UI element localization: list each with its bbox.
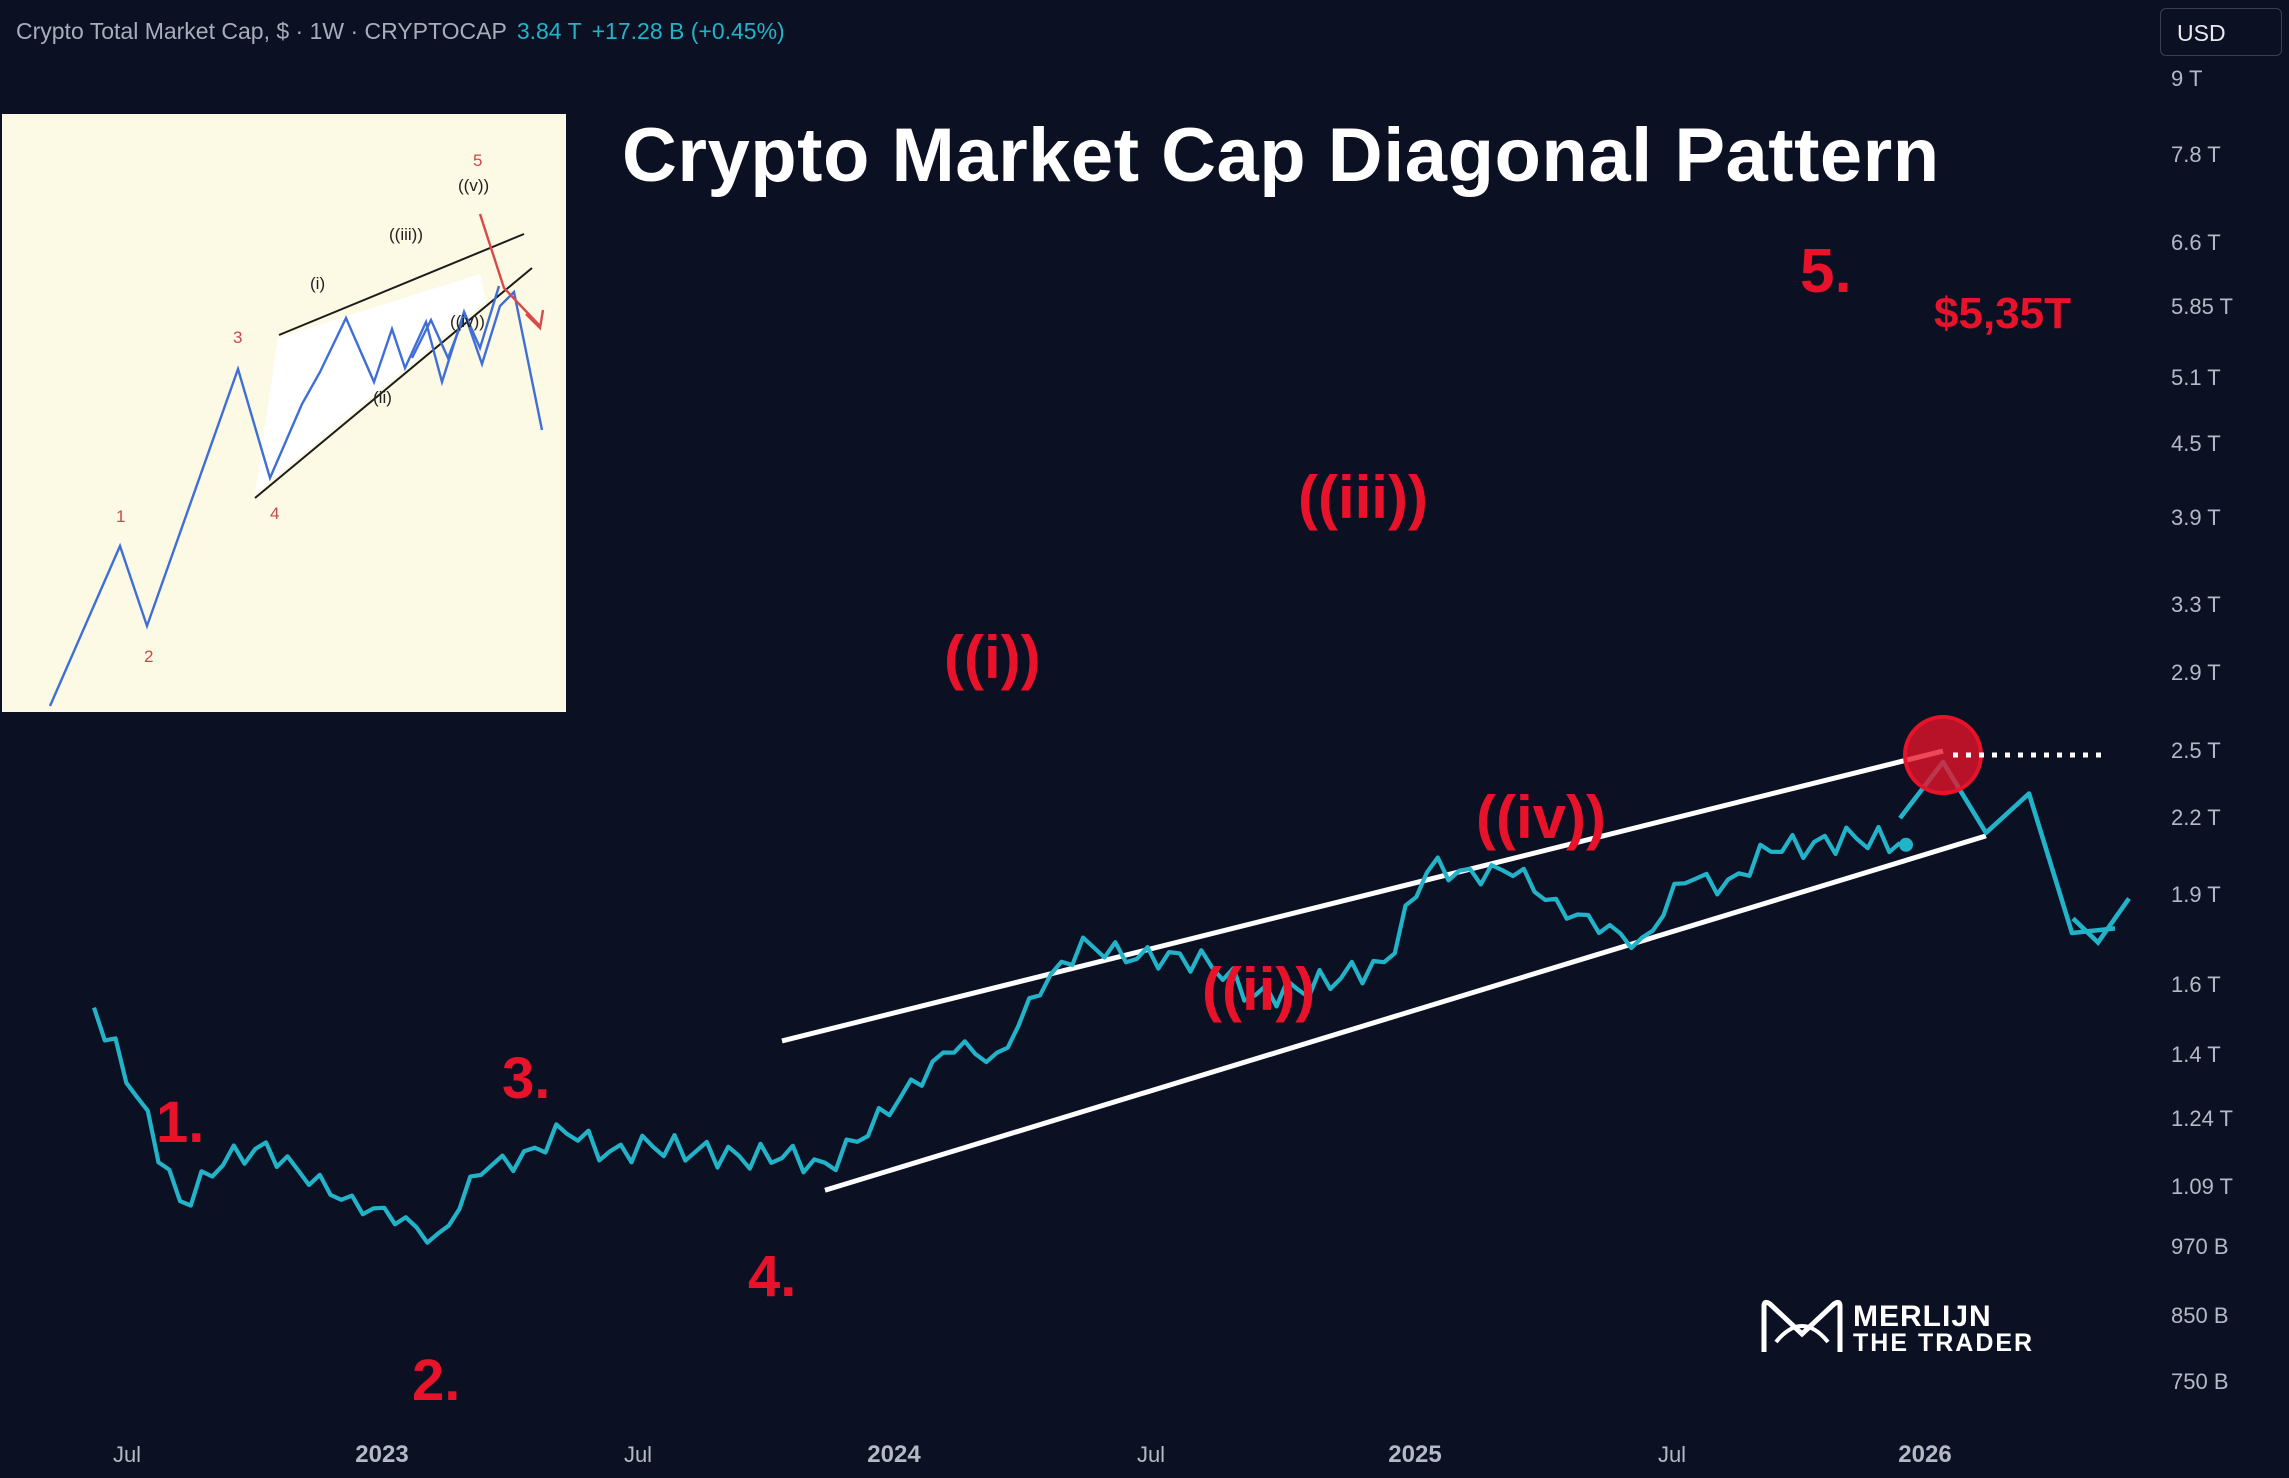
wave-label: ((ii)) xyxy=(1202,956,1315,1023)
y-tick-label: 1.09 T xyxy=(2171,1174,2233,1199)
target-level-label: $5,35T xyxy=(1934,289,2071,338)
x-tick-label: 2026 xyxy=(1898,1441,1951,1468)
y-tick-label: 5.85 T xyxy=(2171,294,2233,319)
y-tick-label: 3.3 T xyxy=(2171,592,2221,617)
target-marker: $5,35T xyxy=(1903,289,2106,796)
wave-label: 1. xyxy=(156,1090,204,1155)
x-tick-label: Jul xyxy=(113,1442,141,1467)
symbol-name: Crypto Total Market Cap, $ · 1W · CRYPTO… xyxy=(16,18,507,44)
inset-wedge-fill xyxy=(255,274,486,494)
watermark: MERLIJN THE TRADER xyxy=(1853,1300,2035,1357)
wave-annotations: 1. 2. 3. 4. ((i)) ((ii)) ((iii)) ((iv)) 5. xyxy=(156,237,1852,1413)
inset-sub-waves xyxy=(410,285,501,362)
inset-label-iv: ((iv)) xyxy=(450,312,485,331)
price-change: +17.28 B (+0.45%) xyxy=(591,18,785,44)
y-tick-label: 5.1 T xyxy=(2171,365,2221,390)
x-tick-label: Jul xyxy=(624,1442,652,1467)
price-line xyxy=(92,824,1902,1245)
x-tick-label: 2023 xyxy=(355,1441,408,1468)
x-tick-label: Jul xyxy=(1658,1442,1686,1467)
inset-label-5: 5 xyxy=(473,151,482,170)
wave-label: ((i)) xyxy=(944,624,1041,691)
y-tick-label: 1.9 T xyxy=(2171,882,2221,907)
y-tick-label: 2.9 T xyxy=(2171,660,2221,685)
x-tick-label: 2025 xyxy=(1388,1441,1441,1468)
x-axis: Jul 2023 Jul 2024 Jul 2025 Jul 2026 xyxy=(113,1441,1952,1468)
price-series xyxy=(92,759,2131,1245)
y-tick-label: 3.9 T xyxy=(2171,505,2221,530)
inset-label-4: 4 xyxy=(270,504,279,523)
inset-diagram: 1 2 3 4 5 (i) (ii) ((iii)) ((iv)) ((v)) xyxy=(48,151,545,707)
inset-label-3: 3 xyxy=(233,328,242,347)
merlijn-logo-icon xyxy=(1761,1299,1843,1352)
y-tick-label: 1.6 T xyxy=(2171,972,2221,997)
symbol-header: Crypto Total Market Cap, $ · 1W · CRYPTO… xyxy=(16,18,785,45)
y-tick-label: 4.5 T xyxy=(2171,431,2221,456)
x-tick-label: Jul xyxy=(1137,1442,1165,1467)
inset-lower-line xyxy=(254,267,533,499)
y-tick-label: 9 T xyxy=(2171,66,2202,91)
inset-label-2: 2 xyxy=(144,647,153,666)
inset-label-v: ((v)) xyxy=(458,176,489,195)
chart-title: Crypto Market Cap Diagonal Pattern xyxy=(622,113,1940,198)
y-tick-label: 970 B xyxy=(2171,1234,2229,1259)
projection-arrowhead xyxy=(2071,897,2131,946)
channel-lines xyxy=(781,748,1987,1193)
y-tick-label: 1.4 T xyxy=(2171,1042,2221,1067)
diagonal-pattern-inset: 1 2 3 4 5 (i) (ii) ((iii)) ((iv)) ((v)) xyxy=(2,114,566,712)
inset-upper-line xyxy=(278,233,525,336)
inset-label-ii: (ii) xyxy=(373,388,392,407)
inset-label-iii: ((iii)) xyxy=(389,225,423,244)
y-tick-label: 850 B xyxy=(2171,1303,2229,1328)
y-tick-label: 750 B xyxy=(2171,1369,2229,1394)
y-axis: 9 T 7.8 T 6.6 T 5.85 T 5.1 T 4.5 T 3.9 T 3.3 T 2… xyxy=(2171,66,2233,1394)
inset-label-i: (i) xyxy=(310,274,325,293)
watermark-line1: MERLIJN xyxy=(1853,1300,1992,1333)
y-tick-label: 1.24 T xyxy=(2171,1106,2233,1131)
y-tick-label: 2.2 T xyxy=(2171,805,2221,830)
y-tick-label: 6.6 T xyxy=(2171,230,2221,255)
wave-label: ((iv)) xyxy=(1476,784,1606,851)
currency-button[interactable]: USD xyxy=(2160,8,2282,56)
last-price-dot xyxy=(1899,837,1913,852)
channel-upper-line xyxy=(781,748,1944,1044)
inset-wave-path xyxy=(48,289,544,707)
wave-label: 4. xyxy=(748,1244,796,1309)
inset-down-arrow xyxy=(478,213,541,327)
last-price: 3.84 T xyxy=(516,18,582,44)
y-tick-label: 7.8 T xyxy=(2171,142,2221,167)
inset-label-1: 1 xyxy=(116,507,125,526)
wave-label: 3. xyxy=(502,1046,550,1111)
inset-arrowhead xyxy=(525,309,545,331)
channel-lower-line xyxy=(824,833,1987,1193)
y-tick-label: 2.5 T xyxy=(2171,738,2221,763)
wave-label: 5. xyxy=(1800,237,1852,306)
wave-label: ((iii)) xyxy=(1298,464,1428,531)
x-tick-label: 2024 xyxy=(867,1441,921,1468)
watermark-line2: THE TRADER xyxy=(1853,1329,2035,1357)
wave-label: 2. xyxy=(412,1348,460,1413)
